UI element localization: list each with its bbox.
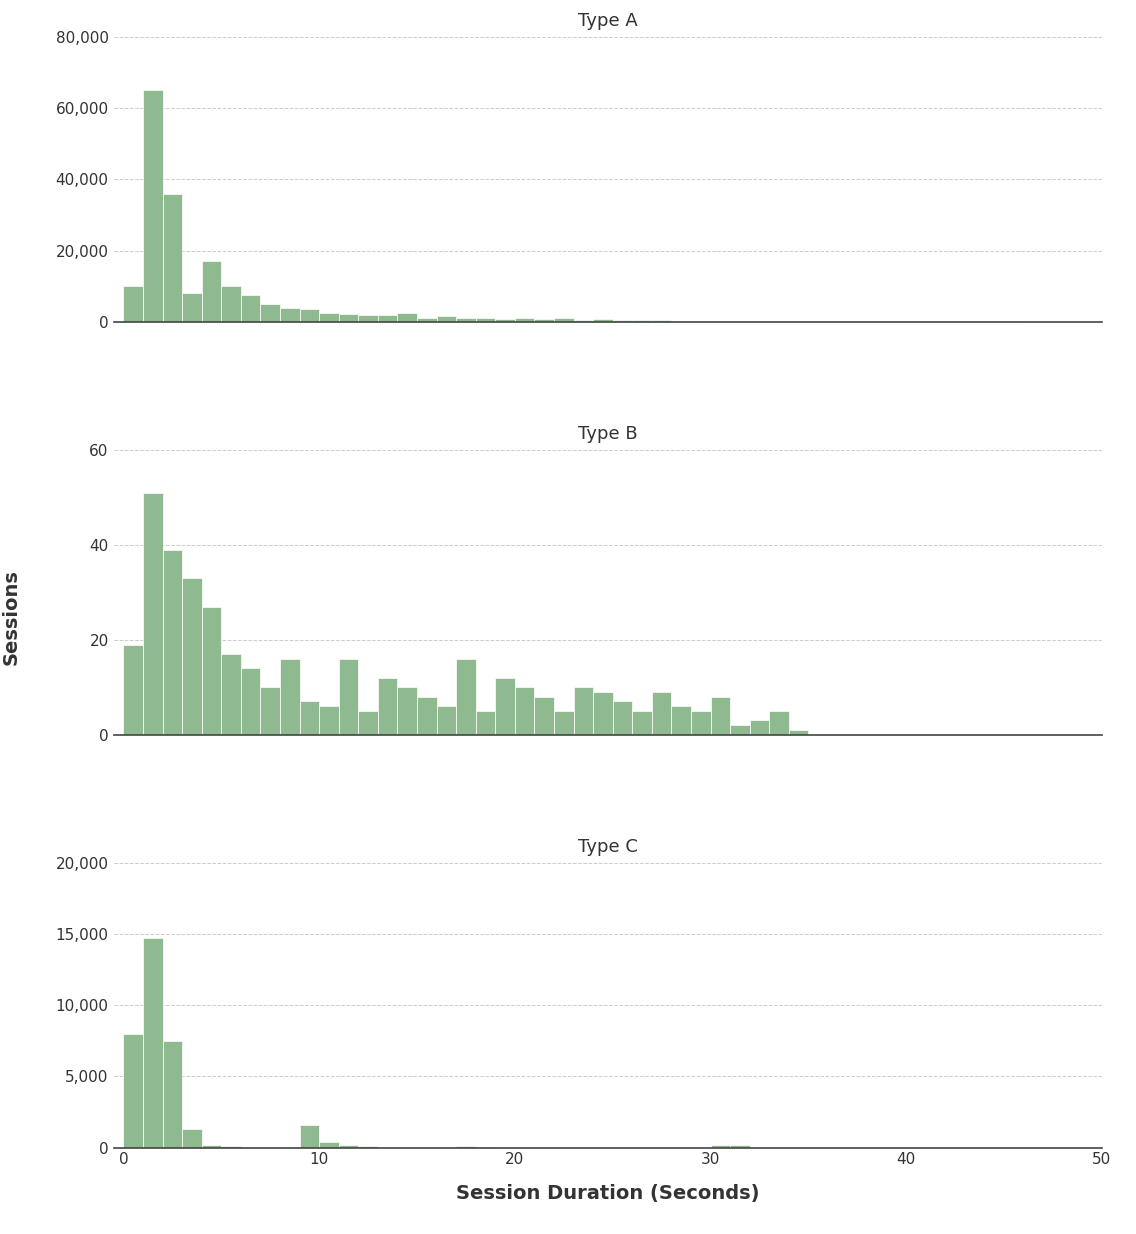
Title: Type B: Type B — [578, 424, 637, 443]
Bar — [495, 318, 515, 322]
Bar — [476, 318, 495, 322]
Title: Type A: Type A — [578, 12, 637, 30]
Bar — [222, 1146, 241, 1148]
Bar — [574, 320, 593, 322]
Bar — [456, 318, 476, 322]
Bar — [124, 286, 143, 322]
Bar — [162, 1040, 182, 1148]
Bar — [222, 286, 241, 322]
Bar — [612, 701, 633, 734]
Bar — [398, 313, 417, 322]
Bar — [730, 726, 750, 734]
Bar — [515, 687, 534, 734]
Bar — [182, 578, 202, 734]
Bar — [124, 644, 143, 734]
Text: Sessions: Sessions — [2, 569, 20, 665]
Bar — [554, 317, 574, 322]
Bar — [710, 697, 730, 734]
Bar — [319, 1141, 339, 1148]
Bar — [788, 731, 809, 734]
Bar — [202, 607, 222, 734]
Bar — [436, 706, 456, 734]
Bar — [456, 659, 476, 734]
Bar — [339, 1145, 358, 1148]
Bar — [633, 711, 652, 734]
Bar — [182, 294, 202, 322]
Bar — [241, 295, 260, 322]
Bar — [279, 659, 300, 734]
Bar — [319, 313, 339, 322]
Bar — [182, 1129, 202, 1148]
Bar — [417, 317, 436, 322]
Bar — [417, 697, 436, 734]
Bar — [300, 1125, 319, 1148]
Bar — [124, 1034, 143, 1148]
Bar — [143, 938, 162, 1148]
Bar — [652, 321, 671, 322]
Bar — [436, 316, 456, 322]
Bar — [495, 677, 515, 734]
Bar — [378, 677, 398, 734]
Bar — [260, 304, 279, 322]
Bar — [574, 687, 593, 734]
Bar — [279, 307, 300, 322]
Bar — [750, 721, 769, 734]
Bar — [612, 320, 633, 322]
Bar — [769, 711, 788, 734]
Bar — [515, 318, 534, 322]
Bar — [593, 692, 612, 734]
Bar — [358, 711, 378, 734]
Bar — [339, 659, 358, 734]
Bar — [710, 1145, 730, 1148]
Bar — [300, 310, 319, 322]
Bar — [358, 315, 378, 322]
Bar — [358, 1146, 378, 1148]
Title: Type C: Type C — [578, 838, 637, 855]
Bar — [202, 262, 222, 322]
Bar — [162, 194, 182, 322]
Bar — [534, 697, 554, 734]
Bar — [202, 1145, 222, 1148]
Bar — [691, 711, 710, 734]
Bar — [241, 669, 260, 734]
Bar — [671, 321, 691, 322]
Bar — [260, 687, 279, 734]
Bar — [671, 706, 691, 734]
Bar — [378, 316, 398, 322]
Bar — [319, 706, 339, 734]
Bar — [398, 687, 417, 734]
Bar — [534, 320, 554, 322]
Bar — [652, 692, 671, 734]
Bar — [300, 701, 319, 734]
Bar — [162, 549, 182, 734]
Bar — [633, 320, 652, 322]
Bar — [222, 654, 241, 734]
X-axis label: Session Duration (Seconds): Session Duration (Seconds) — [456, 1185, 760, 1203]
Bar — [593, 320, 612, 322]
Bar — [143, 492, 162, 734]
Bar — [730, 1145, 750, 1148]
Bar — [143, 90, 162, 322]
Bar — [554, 711, 574, 734]
Bar — [476, 711, 495, 734]
Bar — [339, 313, 358, 322]
